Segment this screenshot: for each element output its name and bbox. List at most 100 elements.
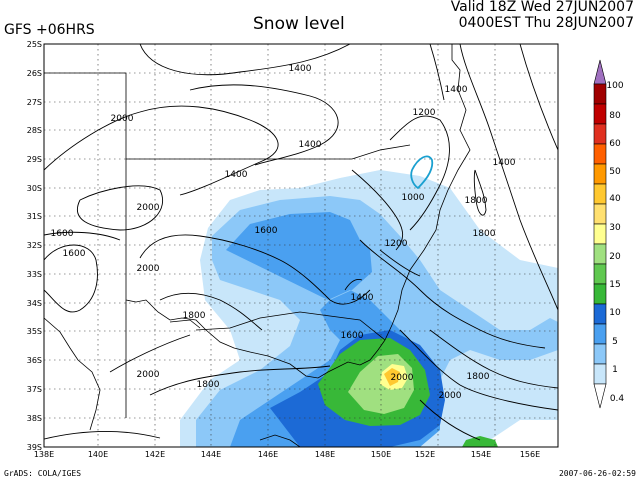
contour-label: 1800 — [197, 380, 220, 390]
contour-1000-highlight — [410, 155, 434, 190]
precipitation-shading — [180, 170, 558, 447]
lat-label: 29S — [27, 155, 42, 164]
colorbar-swatch — [593, 143, 607, 165]
coastline-east — [384, 44, 471, 341]
contour-label: 2000 — [439, 391, 462, 401]
lon-label: 144E — [201, 450, 221, 459]
lon-label: 138E — [34, 450, 54, 459]
colorbar-swatch — [593, 123, 607, 145]
contour-label: 1400 — [445, 85, 468, 95]
lat-label: 25S — [27, 40, 42, 49]
contour-label: 2000 — [391, 373, 414, 383]
lat-label: 38S — [27, 414, 42, 423]
colorbar-label: 5 — [612, 337, 618, 347]
contour-label: 1200 — [413, 108, 436, 118]
lat-label: 34S — [27, 299, 42, 308]
colorbar-swatch — [593, 163, 607, 185]
map-frame — [43, 43, 559, 448]
lat-label: 37S — [27, 385, 42, 394]
contour-label: 1800 — [467, 372, 490, 382]
lon-label: 156E — [520, 450, 540, 459]
colorbar-label: 100 — [606, 81, 623, 91]
lon-label: 150E — [371, 450, 391, 459]
colorbar-labels: 100 80 60 50 40 30 20 15 10 5 1 0.4 — [606, 81, 624, 404]
colorbar-label: 1 — [612, 365, 618, 375]
lat-label: 31S — [27, 212, 42, 221]
lat-label: 30S — [27, 184, 42, 193]
valid-time-utc: Valid 18Z Wed 27JUN2007 — [450, 0, 634, 15]
colorbar-label: 0.4 — [610, 394, 625, 404]
contour-label: 1400 — [493, 158, 516, 168]
lon-label: 152E — [415, 450, 435, 459]
contour-label: 1400 — [225, 170, 248, 180]
contour-label: 2000 — [137, 370, 160, 380]
contour-label: 1800 — [183, 311, 206, 321]
precip-patch-se — [462, 436, 498, 447]
lat-label: 28S — [27, 126, 42, 135]
contour-label: 2000 — [137, 203, 160, 213]
colorbar-swatch — [593, 223, 607, 245]
lat-label: 35S — [27, 327, 42, 336]
colorbar-swatch — [593, 203, 607, 225]
borders-and-coastline — [44, 44, 471, 447]
colorbar-bottom-arrow — [593, 383, 607, 409]
colorbar-swatch — [593, 363, 607, 385]
valid-time-local: 0400EST Thu 28JUN2007 — [458, 15, 634, 31]
colorbar-swatch — [593, 183, 607, 205]
snow-level-contours — [44, 44, 558, 441]
nsw-vic-border — [195, 311, 386, 341]
valid-time: Valid 18Z Wed 27JUN2007 0400EST Thu 28JU… — [451, 0, 634, 31]
lon-axis-labels: 138E 140E 142E 144E 146E 148E 150E 152E … — [34, 450, 540, 459]
lat-axis-labels: 25S 26S 27S 28S 29S 30S 31S 32S 33S 34S … — [27, 40, 42, 452]
contour-label: 1800 — [465, 196, 488, 206]
colorbar-label: 50 — [609, 167, 621, 177]
colorbar-swatch — [593, 83, 607, 105]
contour-label: 1000 — [402, 193, 425, 203]
lat-label: 26S — [27, 69, 42, 78]
contour-label: 2000 — [111, 114, 134, 124]
colorbar-swatch — [593, 103, 607, 125]
contour-label: 1400 — [351, 293, 374, 303]
contour-label: 1400 — [289, 64, 312, 74]
contour-label: 1600 — [51, 229, 74, 239]
river-border — [169, 319, 201, 329]
map-title: Snow level — [253, 14, 345, 34]
colorbar-label: 80 — [609, 111, 621, 121]
colorbar-top-arrow — [593, 59, 607, 85]
colorbar-label: 60 — [609, 139, 621, 149]
colorbar-swatch — [593, 343, 607, 365]
contour-label: 2000 — [137, 264, 160, 274]
colorbar — [593, 59, 607, 409]
lon-label: 154E — [471, 450, 491, 459]
colorbar-label: 15 — [609, 280, 620, 290]
state-border-qld-nsw — [126, 144, 411, 160]
contour-label: 1400 — [299, 140, 322, 150]
model-forecast-label: GFS +06HRS — [4, 22, 95, 38]
colorbar-swatch — [593, 303, 607, 325]
colorbar-label: 40 — [609, 194, 621, 204]
precip-band-orange — [384, 368, 400, 386]
lat-label: 32S — [27, 241, 42, 250]
footer-timestamp: 2007-06-26-02:59 — [558, 469, 636, 478]
colorbar-label: 10 — [609, 308, 621, 318]
contour-label: 1600 — [341, 331, 364, 341]
contour-label: 1200 — [385, 239, 408, 249]
colorbar-label: 20 — [609, 252, 621, 262]
colorbar-swatch — [593, 243, 607, 265]
contour-label: 1600 — [63, 249, 86, 259]
lon-label: 146E — [258, 450, 278, 459]
lat-label: 33S — [27, 270, 42, 279]
contour-label: 1600 — [255, 226, 278, 236]
lon-label: 140E — [88, 450, 108, 459]
colorbar-swatch — [593, 263, 607, 285]
coastline-south — [125, 299, 386, 379]
contour-label: 1800 — [473, 229, 496, 239]
footer-credit: GrADS: COLA/IGES — [4, 469, 82, 478]
lat-label: 36S — [27, 356, 42, 365]
lat-label: 39S — [27, 443, 42, 452]
lon-label: 148E — [315, 450, 335, 459]
contour-labels: 1400 1400 1200 1400 1400 1000 1800 2000 … — [51, 64, 516, 401]
gulf-coast — [44, 317, 101, 431]
colorbar-swatch — [593, 323, 607, 345]
